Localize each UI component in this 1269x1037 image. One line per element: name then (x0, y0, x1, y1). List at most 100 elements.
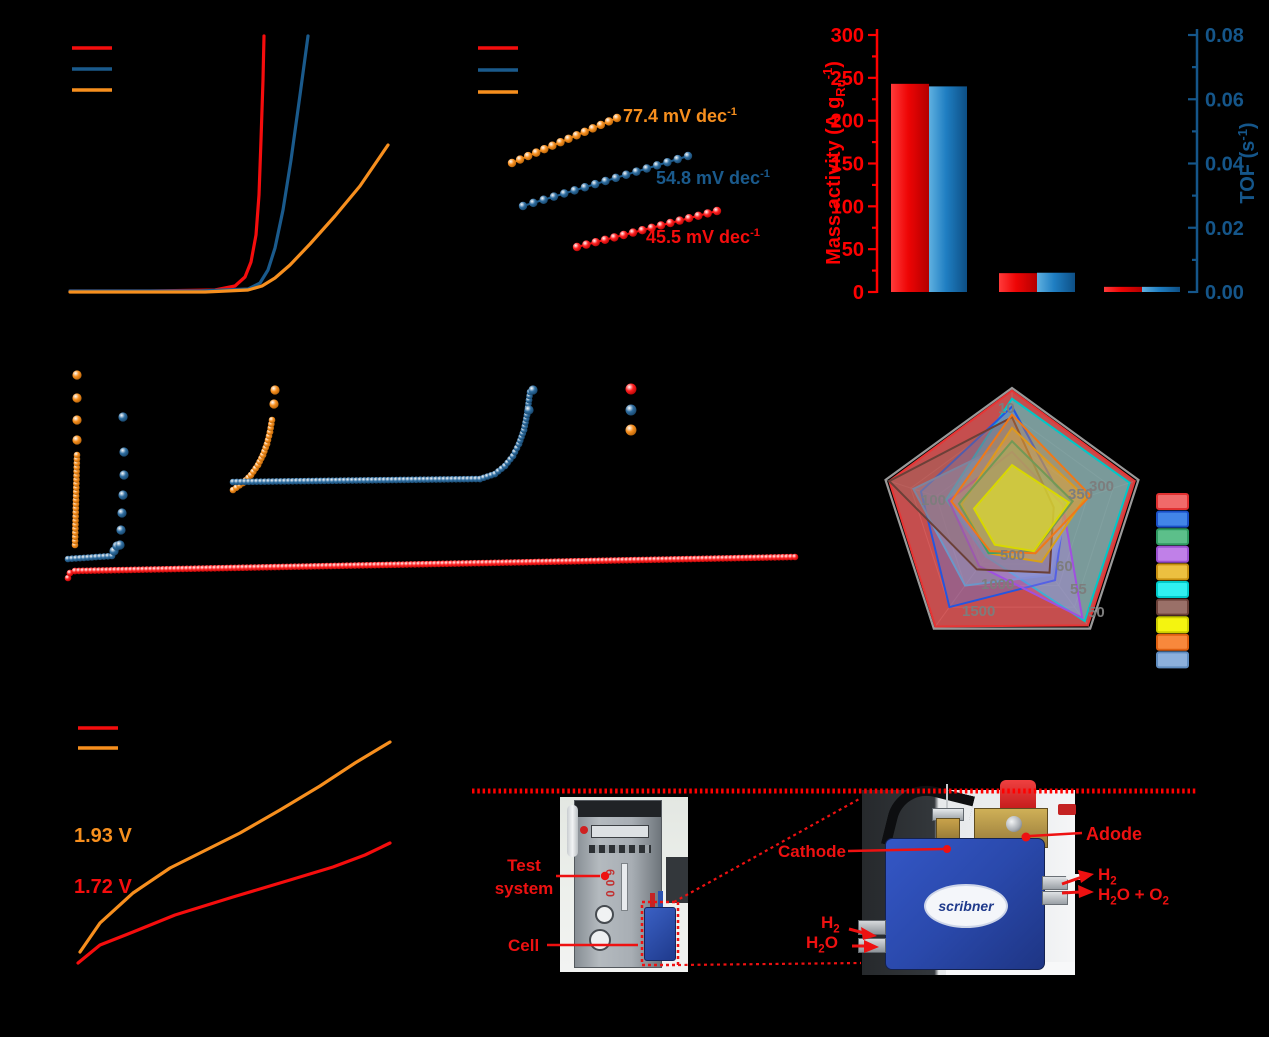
svg-text:50: 50 (842, 239, 864, 261)
panel-a-curves (68, 34, 390, 294)
tafel-slope-blue: 54.8 mV dec-1 (656, 168, 770, 188)
cable-tray (575, 801, 661, 817)
red-connector (1058, 804, 1076, 815)
radar-legend-swatch (1156, 581, 1189, 598)
radar-series-orange (950, 413, 1092, 555)
radar-series-cyan (945, 397, 1131, 623)
svg-text:0.02: 0.02 (1205, 218, 1244, 240)
svg-text:300: 300 (831, 25, 864, 47)
left-axis-title: Mass activity (A gRu-1) (820, 61, 848, 265)
label-h2o-in: H2O (806, 933, 838, 956)
radar-series-blue (919, 405, 1067, 609)
radar-legend-swatch (1156, 510, 1189, 528)
svg-text:60: 60 (1056, 558, 1073, 575)
radar-legend-swatch (1156, 598, 1189, 616)
arrow-head (1078, 885, 1094, 898)
inlet-port (858, 938, 886, 953)
anode-bolt (1006, 816, 1022, 832)
label-anode: Adode (1086, 824, 1142, 844)
panel-d-stability (64, 370, 799, 582)
bar-tof (929, 86, 967, 293)
radar-legend-swatch (1156, 633, 1189, 651)
test-station-photo: 600 (560, 797, 688, 972)
svg-text:0.00: 0.00 (1205, 282, 1244, 304)
cell-closeup-photo: scribner (858, 777, 1082, 975)
legend-dot-red (625, 383, 637, 395)
svg-text:0.08: 0.08 (1205, 25, 1244, 47)
radar-legend-swatch (1156, 616, 1189, 634)
radar-series-yellow (972, 463, 1071, 553)
svg-text:50: 50 (1088, 604, 1105, 621)
legend-dot-blue (625, 404, 637, 416)
zoom-connector-bottom (677, 961, 862, 967)
pressure-gauge (595, 905, 614, 924)
bar-tof (1037, 272, 1075, 292)
bar-mass-activity (1104, 286, 1142, 292)
radar-legend-swatch (1156, 563, 1189, 581)
svg-text:100: 100 (921, 492, 946, 509)
svg-text:300: 300 (1089, 478, 1114, 495)
instrument-display (591, 825, 649, 838)
outlet-port (1042, 891, 1068, 905)
panel-f-curves (76, 740, 392, 965)
emergency-button (580, 826, 588, 834)
bar-mass-activity (999, 273, 1037, 292)
filter-cylinder (567, 805, 578, 857)
bar-tof (1142, 286, 1180, 292)
panel-a-legend (72, 46, 112, 92)
connector-row (589, 845, 651, 853)
svg-text:1000: 1000 (981, 576, 1014, 593)
svg-text:100: 100 (831, 196, 864, 218)
monitor (666, 857, 688, 903)
pressure-gauge (589, 929, 611, 951)
label-cell: Cell (508, 936, 540, 955)
svg-text:500: 500 (1000, 547, 1025, 564)
inlet-port (858, 920, 886, 935)
radar-legend-swatch (1156, 528, 1189, 546)
right-axis-title: TOF (s-1) (1235, 122, 1259, 203)
scribner-logo: scribner (924, 884, 1008, 928)
cell-voltage-red: 1.72 V (74, 876, 132, 898)
blue-lead (658, 891, 663, 909)
panel-c-bar-chart: 0 50 100 150 200 250 300 0.00 0.02 0.04 0.06 0.08 Ma… (820, 25, 1259, 304)
outlet-tube (1066, 874, 1082, 880)
tafel-slope-red: 45.5 mV dec-1 (646, 227, 760, 247)
label-cathode: Cathode (778, 842, 846, 861)
label-test-system: Test system (494, 856, 554, 898)
svg-text:0: 0 (853, 282, 864, 304)
legend-dot-orange (625, 424, 637, 436)
electrolysis-cell-small (644, 907, 676, 961)
radar-series-salmon (888, 389, 1136, 628)
radar-series-purple (947, 450, 1084, 620)
radar-series-gold (960, 426, 1087, 563)
svg-text:1500: 1500 (962, 603, 995, 620)
label-h2o-o2-out: H2O + O2 (1098, 885, 1169, 908)
cell-voltage-orange: 1.93 V (74, 825, 132, 847)
flow-meter (621, 863, 628, 911)
label-h2-in: H2 (821, 913, 840, 936)
radar-series-green (957, 439, 1075, 555)
svg-text:350: 350 (1068, 486, 1093, 503)
tafel-slope-orange: 77.4 mV dec-1 (623, 106, 737, 126)
radar-legend-swatch (1156, 493, 1189, 510)
instrument-model-number: 600 (603, 869, 617, 902)
panel-b-legend (478, 46, 518, 94)
cathode-wire (946, 784, 948, 810)
radar-legend-swatch (1156, 545, 1189, 563)
panel-f-legend (78, 726, 118, 750)
radar-series-brown (887, 415, 1055, 574)
svg-text:10: 10 (998, 400, 1015, 417)
svg-text:200: 200 (831, 111, 864, 133)
svg-text:0.06: 0.06 (1205, 89, 1244, 111)
outlet-port (1042, 876, 1068, 890)
radar-legend-swatch (1156, 651, 1189, 669)
red-clamp-handle (1000, 780, 1036, 812)
svg-text:55: 55 (1070, 581, 1087, 598)
svg-text:250: 250 (831, 68, 864, 90)
radar-series-steelblue (911, 439, 1071, 587)
svg-text:150: 150 (831, 154, 864, 176)
bar-mass-activity (891, 83, 929, 292)
label-h2-out: H2 (1098, 865, 1117, 888)
